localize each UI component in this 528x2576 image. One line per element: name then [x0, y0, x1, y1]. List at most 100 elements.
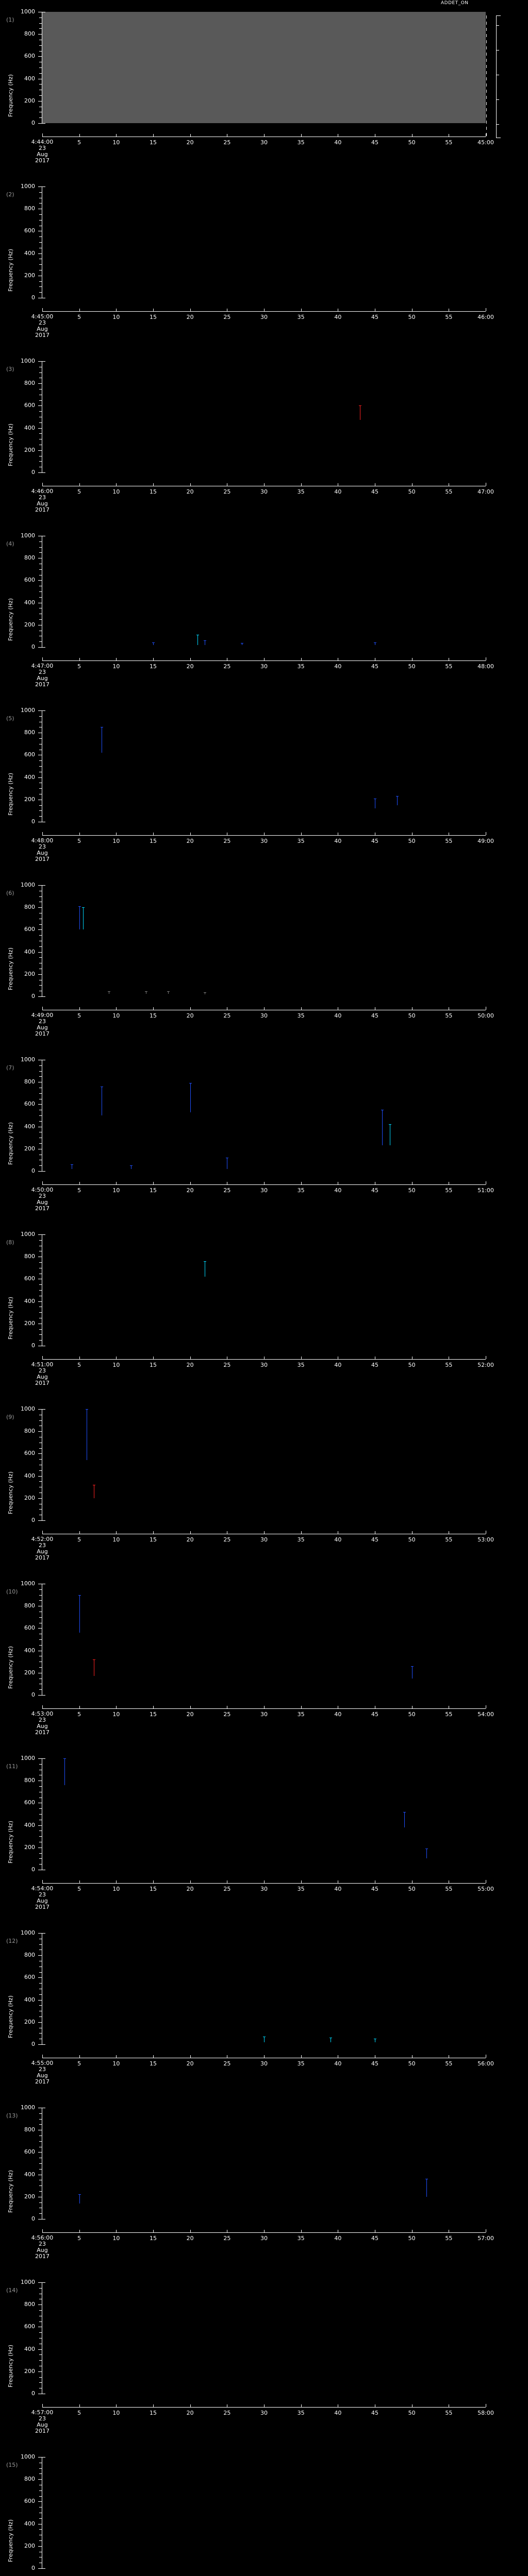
y-tick-minor [39, 738, 42, 739]
panel-4: (4) Frequency (Hz) 0 200 400 600 800 1000 5 10 15 2… [0, 528, 528, 703]
plot-area[interactable] [42, 1234, 486, 1346]
x-axis-origin-label: 4:55:00 23 Aug 2017 [31, 2060, 53, 2085]
plot-area[interactable] [42, 2282, 486, 2394]
plot-area[interactable] [42, 12, 486, 123]
plot-area[interactable] [42, 1409, 486, 1520]
y-tick-minor [39, 411, 42, 412]
x-origin-year: 2017 [35, 157, 50, 164]
x-tick-label: 20 [186, 663, 194, 670]
x-origin-day: 23 [39, 843, 46, 850]
y-tick-minor [39, 73, 42, 74]
y-tick-label: 0 [31, 2390, 35, 2397]
y-tick-label: 600 [24, 1974, 35, 1981]
plot-area[interactable] [42, 187, 486, 298]
x-tick-label: 20 [186, 2410, 194, 2416]
y-tick-major [38, 2152, 42, 2153]
y-axis-cap [42, 2568, 45, 2569]
x-tick [116, 2404, 117, 2407]
y-tick-minor [39, 1786, 42, 1787]
panel-index-label: (8) [6, 1239, 14, 1246]
y-tick-label: 400 [24, 2345, 35, 2352]
x-tick [190, 2230, 191, 2232]
x-tick-label: 10 [112, 1362, 120, 1368]
x-tick-label: 10 [112, 2410, 120, 2416]
x-tick [79, 2055, 80, 2058]
x-tick-label: 55 [445, 663, 453, 670]
plot-area[interactable] [42, 1584, 486, 1695]
y-tick-minor [39, 45, 42, 46]
x-origin-day: 23 [39, 1018, 46, 1025]
y-tick-minor [39, 2518, 42, 2519]
panel-1: (1) Frequency (Hz) 0 200 400 600 800 1000 5 10 15 2… [0, 4, 528, 179]
y-tick-major [38, 450, 42, 451]
plot-area[interactable] [42, 1933, 486, 2044]
x-tick-label: 20 [186, 314, 194, 320]
plot-area[interactable] [42, 1060, 486, 1171]
y-tick-minor [39, 2529, 42, 2530]
x-axis-end-label: 49:00 [477, 838, 494, 844]
x-tick-label: 25 [223, 2410, 231, 2416]
x-axis-cap [42, 133, 43, 137]
x-tick-label: 40 [334, 314, 342, 320]
x-tick-label: 15 [150, 2060, 157, 2067]
x-axis-cap [42, 2229, 43, 2232]
x-tick [264, 2404, 265, 2407]
x-tick-label: 20 [186, 1711, 194, 1718]
detection-cap [130, 1165, 133, 1166]
y-tick-label: 800 [24, 1602, 35, 1609]
detection-trace [168, 991, 169, 994]
y-tick-major [38, 907, 42, 908]
detection-trace [79, 2194, 80, 2204]
x-tick-label: 45 [371, 2060, 378, 2067]
x-origin-time: 4:56:00 [31, 2234, 54, 2241]
y-tick-major [38, 2371, 42, 2372]
y-tick-minor [39, 760, 42, 761]
x-tick-label: 45 [371, 1711, 378, 1718]
x-tick-label: 45 [371, 314, 378, 320]
plot-area[interactable] [42, 536, 486, 647]
x-axis-origin-label: 4:56:00 23 Aug 2017 [31, 2235, 53, 2260]
x-tick-label: 10 [112, 1187, 120, 1194]
plot-area[interactable] [42, 885, 486, 996]
x-tick-label: 55 [445, 1187, 453, 1194]
plot-area[interactable] [42, 710, 486, 822]
plot-area[interactable] [42, 1758, 486, 1870]
y-tick-label: 600 [24, 751, 35, 758]
y-tick-major [38, 361, 42, 362]
x-tick-label: 15 [150, 1012, 157, 1019]
detection-trace [397, 796, 398, 805]
x-tick-label: 35 [297, 314, 305, 320]
detection-cap [359, 405, 362, 406]
x-tick-label: 35 [297, 1536, 305, 1543]
y-tick-minor [39, 1509, 42, 1510]
x-tick [301, 1182, 302, 1184]
x-tick-label: 50 [408, 2235, 416, 2242]
plot-area[interactable] [42, 2457, 486, 2568]
y-tick-label: 400 [24, 773, 35, 781]
y-axis-cap [42, 1758, 45, 1759]
detection-cap [152, 642, 155, 643]
y-tick-label: 400 [24, 1472, 35, 1479]
plot-area[interactable] [42, 2108, 486, 2219]
y-tick-minor [39, 117, 42, 118]
detection-cap [81, 907, 85, 908]
y-tick-label: 1000 [21, 1580, 35, 1587]
y-tick-minor [39, 1448, 42, 1449]
y-tick-label: 400 [24, 1821, 35, 1828]
y-tick-major [38, 1758, 42, 1759]
y-tick-label: 600 [24, 53, 35, 60]
x-tick-label: 35 [297, 663, 305, 670]
x-tick [79, 1880, 80, 1883]
y-axis-cap [42, 123, 45, 124]
x-axis-origin-label: 4:49:00 23 Aug 2017 [31, 1012, 53, 1037]
x-tick-label: 15 [150, 838, 157, 844]
plot-area[interactable] [42, 361, 486, 472]
y-tick-label: 0 [31, 1691, 35, 1698]
y-tick-minor [39, 2202, 42, 2203]
x-tick [190, 134, 191, 137]
y-tick-minor [39, 372, 42, 373]
y-tick-major [38, 885, 42, 886]
y-tick-major [38, 1695, 42, 1696]
y-tick-minor [39, 1853, 42, 1854]
x-tick-label: 55 [445, 314, 453, 320]
